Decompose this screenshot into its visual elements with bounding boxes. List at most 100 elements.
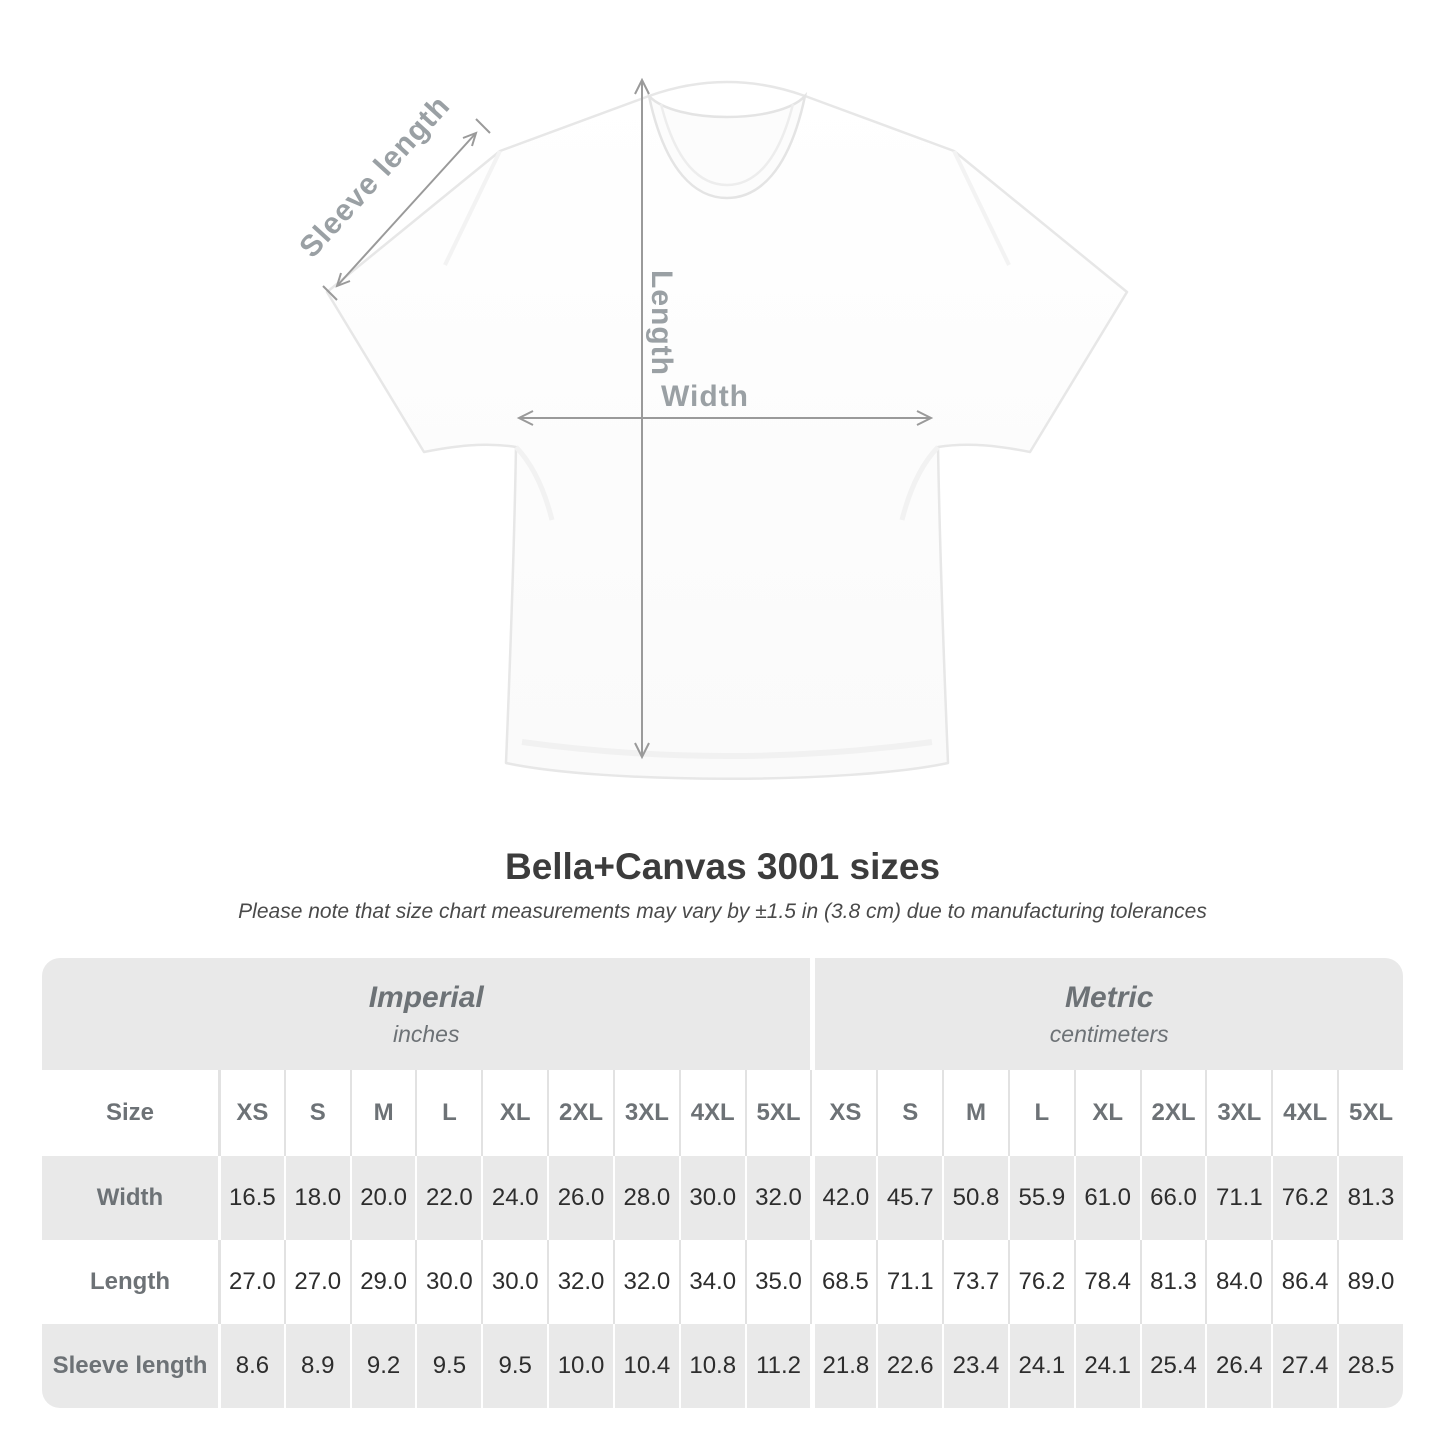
tshirt-body-shape (325, 80, 1129, 780)
value-cell: 9.2 (349, 1324, 416, 1408)
value-cell: 24.0 (481, 1156, 547, 1240)
value-cell: 16.5 (218, 1156, 284, 1240)
value-cell: 24.1 (1073, 1324, 1140, 1408)
value-cell: 78.4 (1073, 1240, 1140, 1324)
sleeve-dimension-arrow (322, 118, 491, 301)
value-cell: 73.7 (942, 1240, 1008, 1324)
length-label: Length (645, 270, 678, 376)
value-cell: 32.0 (612, 1240, 679, 1324)
size-col-header: 5XL (1337, 1070, 1403, 1156)
size-chart: Imperial inches Metric centimeters Size … (42, 958, 1403, 1408)
value-cell: 30.0 (481, 1240, 547, 1324)
measure-row-label: Width (96, 1184, 164, 1211)
tshirt-measurement-diagram: Length Width Sleeve length (293, 77, 1129, 780)
size-chart-table: Imperial inches Metric centimeters Size … (42, 958, 1403, 1408)
tshirt-left-sleeve-fold (443, 150, 502, 266)
metric-section-title: Metric (1065, 980, 1154, 1014)
value-cell: 66.0 (1139, 1156, 1206, 1240)
metric-section-header: Metric centimeters (810, 958, 1403, 1070)
value-cell: 86.4 (1271, 1240, 1337, 1324)
tolerance-note: Please note that size chart measurements… (238, 900, 1207, 923)
value-cell: 89.0 (1337, 1240, 1403, 1324)
value-cell: 45.7 (876, 1156, 942, 1240)
measure-row-label: Length (90, 1268, 170, 1295)
value-cell: 50.8 (942, 1156, 1008, 1240)
value-cell: 61.0 (1073, 1156, 1140, 1240)
tshirt-left-underarm-fold (514, 445, 555, 521)
size-header-row: Size XS S M L XL 2XL 3XL 4XL 5XL XS S M … (42, 1070, 1403, 1156)
value-cell: 27.0 (218, 1240, 284, 1324)
value-cell: 28.0 (612, 1156, 679, 1240)
value-cell: 32.0 (547, 1240, 613, 1324)
value-cell: 10.4 (612, 1324, 679, 1408)
value-cell: 9.5 (481, 1324, 547, 1408)
value-cell: 81.3 (1337, 1156, 1403, 1240)
size-col-header: XS (810, 1070, 876, 1156)
tshirt-hem-shadow (521, 739, 933, 759)
value-cell: 26.4 (1205, 1324, 1271, 1408)
size-col-header: 4XL (1271, 1070, 1337, 1156)
size-corner-label: Size (105, 1099, 155, 1126)
imperial-section-title: Imperial (368, 980, 484, 1014)
size-col-header: 4XL (678, 1070, 745, 1156)
value-cell: 71.1 (876, 1240, 942, 1324)
value-cell: 8.9 (283, 1324, 350, 1408)
size-col-header: 3XL (1205, 1070, 1271, 1156)
size-col-header: S (876, 1070, 942, 1156)
size-col-header: XS (218, 1070, 284, 1156)
size-col-header: M (942, 1070, 1008, 1156)
table-row-length: Length 27.0 27.0 29.0 30.0 30.0 32.0 32.… (42, 1240, 1403, 1324)
tshirt-collar-shape (646, 91, 808, 200)
value-cell: 28.5 (1337, 1324, 1403, 1408)
value-cell: 18.0 (283, 1156, 350, 1240)
value-cell: 22.0 (415, 1156, 481, 1240)
table-row-width: Width 16.5 18.0 20.0 22.0 24.0 26.0 28.0… (42, 1156, 1403, 1240)
page-title: Bella+Canvas 3001 sizes (504, 846, 941, 887)
tshirt-diagram-svg: Length Width Sleeve length (293, 77, 1129, 780)
value-cell: 27.0 (283, 1240, 350, 1324)
value-cell: 76.2 (1007, 1240, 1074, 1324)
width-dimension-arrow (516, 410, 934, 426)
width-label: Width (661, 380, 749, 413)
value-cell: 22.6 (876, 1324, 942, 1408)
metric-section-unit: centimeters (1049, 1020, 1169, 1047)
unit-band-row: Imperial inches Metric centimeters (42, 958, 1403, 1070)
value-cell: 10.8 (678, 1324, 745, 1408)
size-col-header: S (283, 1070, 350, 1156)
value-cell: 29.0 (349, 1240, 416, 1324)
value-cell: 30.0 (678, 1156, 745, 1240)
tshirt-illustration (325, 80, 1129, 780)
value-cell: 24.1 (1007, 1324, 1074, 1408)
value-cell: 10.0 (547, 1324, 613, 1408)
size-col-header: XL (481, 1070, 547, 1156)
value-cell: 35.0 (744, 1240, 811, 1324)
value-cell: 25.4 (1139, 1324, 1206, 1408)
tshirt-collar-rib-line (659, 103, 795, 187)
imperial-section-header: Imperial inches (42, 958, 811, 1070)
size-col-header: 3XL (612, 1070, 679, 1156)
value-cell: 84.0 (1205, 1240, 1271, 1324)
value-cell: 20.0 (349, 1156, 416, 1240)
value-cell: 30.0 (415, 1240, 481, 1324)
imperial-section-unit: inches (392, 1020, 460, 1047)
value-cell: 11.2 (744, 1324, 811, 1408)
value-cell: 32.0 (744, 1156, 811, 1240)
value-cell: 8.6 (218, 1324, 284, 1408)
value-cell: 42.0 (810, 1156, 876, 1240)
value-cell: 23.4 (942, 1324, 1008, 1408)
value-cell: 34.0 (678, 1240, 745, 1324)
value-cell: 81.3 (1139, 1240, 1206, 1324)
value-cell: 21.8 (810, 1324, 876, 1408)
value-cell: 55.9 (1007, 1156, 1074, 1240)
size-col-header: 5XL (744, 1070, 811, 1156)
size-col-header: M (349, 1070, 416, 1156)
value-cell: 76.2 (1271, 1156, 1337, 1240)
tshirt-right-sleeve-fold (952, 150, 1011, 266)
size-col-header: 2XL (547, 1070, 613, 1156)
size-col-header: XL (1073, 1070, 1140, 1156)
size-col-header: L (1007, 1070, 1074, 1156)
measure-row-label: Sleeve length (52, 1352, 208, 1379)
value-cell: 71.1 (1205, 1156, 1271, 1240)
value-cell: 9.5 (415, 1324, 481, 1408)
